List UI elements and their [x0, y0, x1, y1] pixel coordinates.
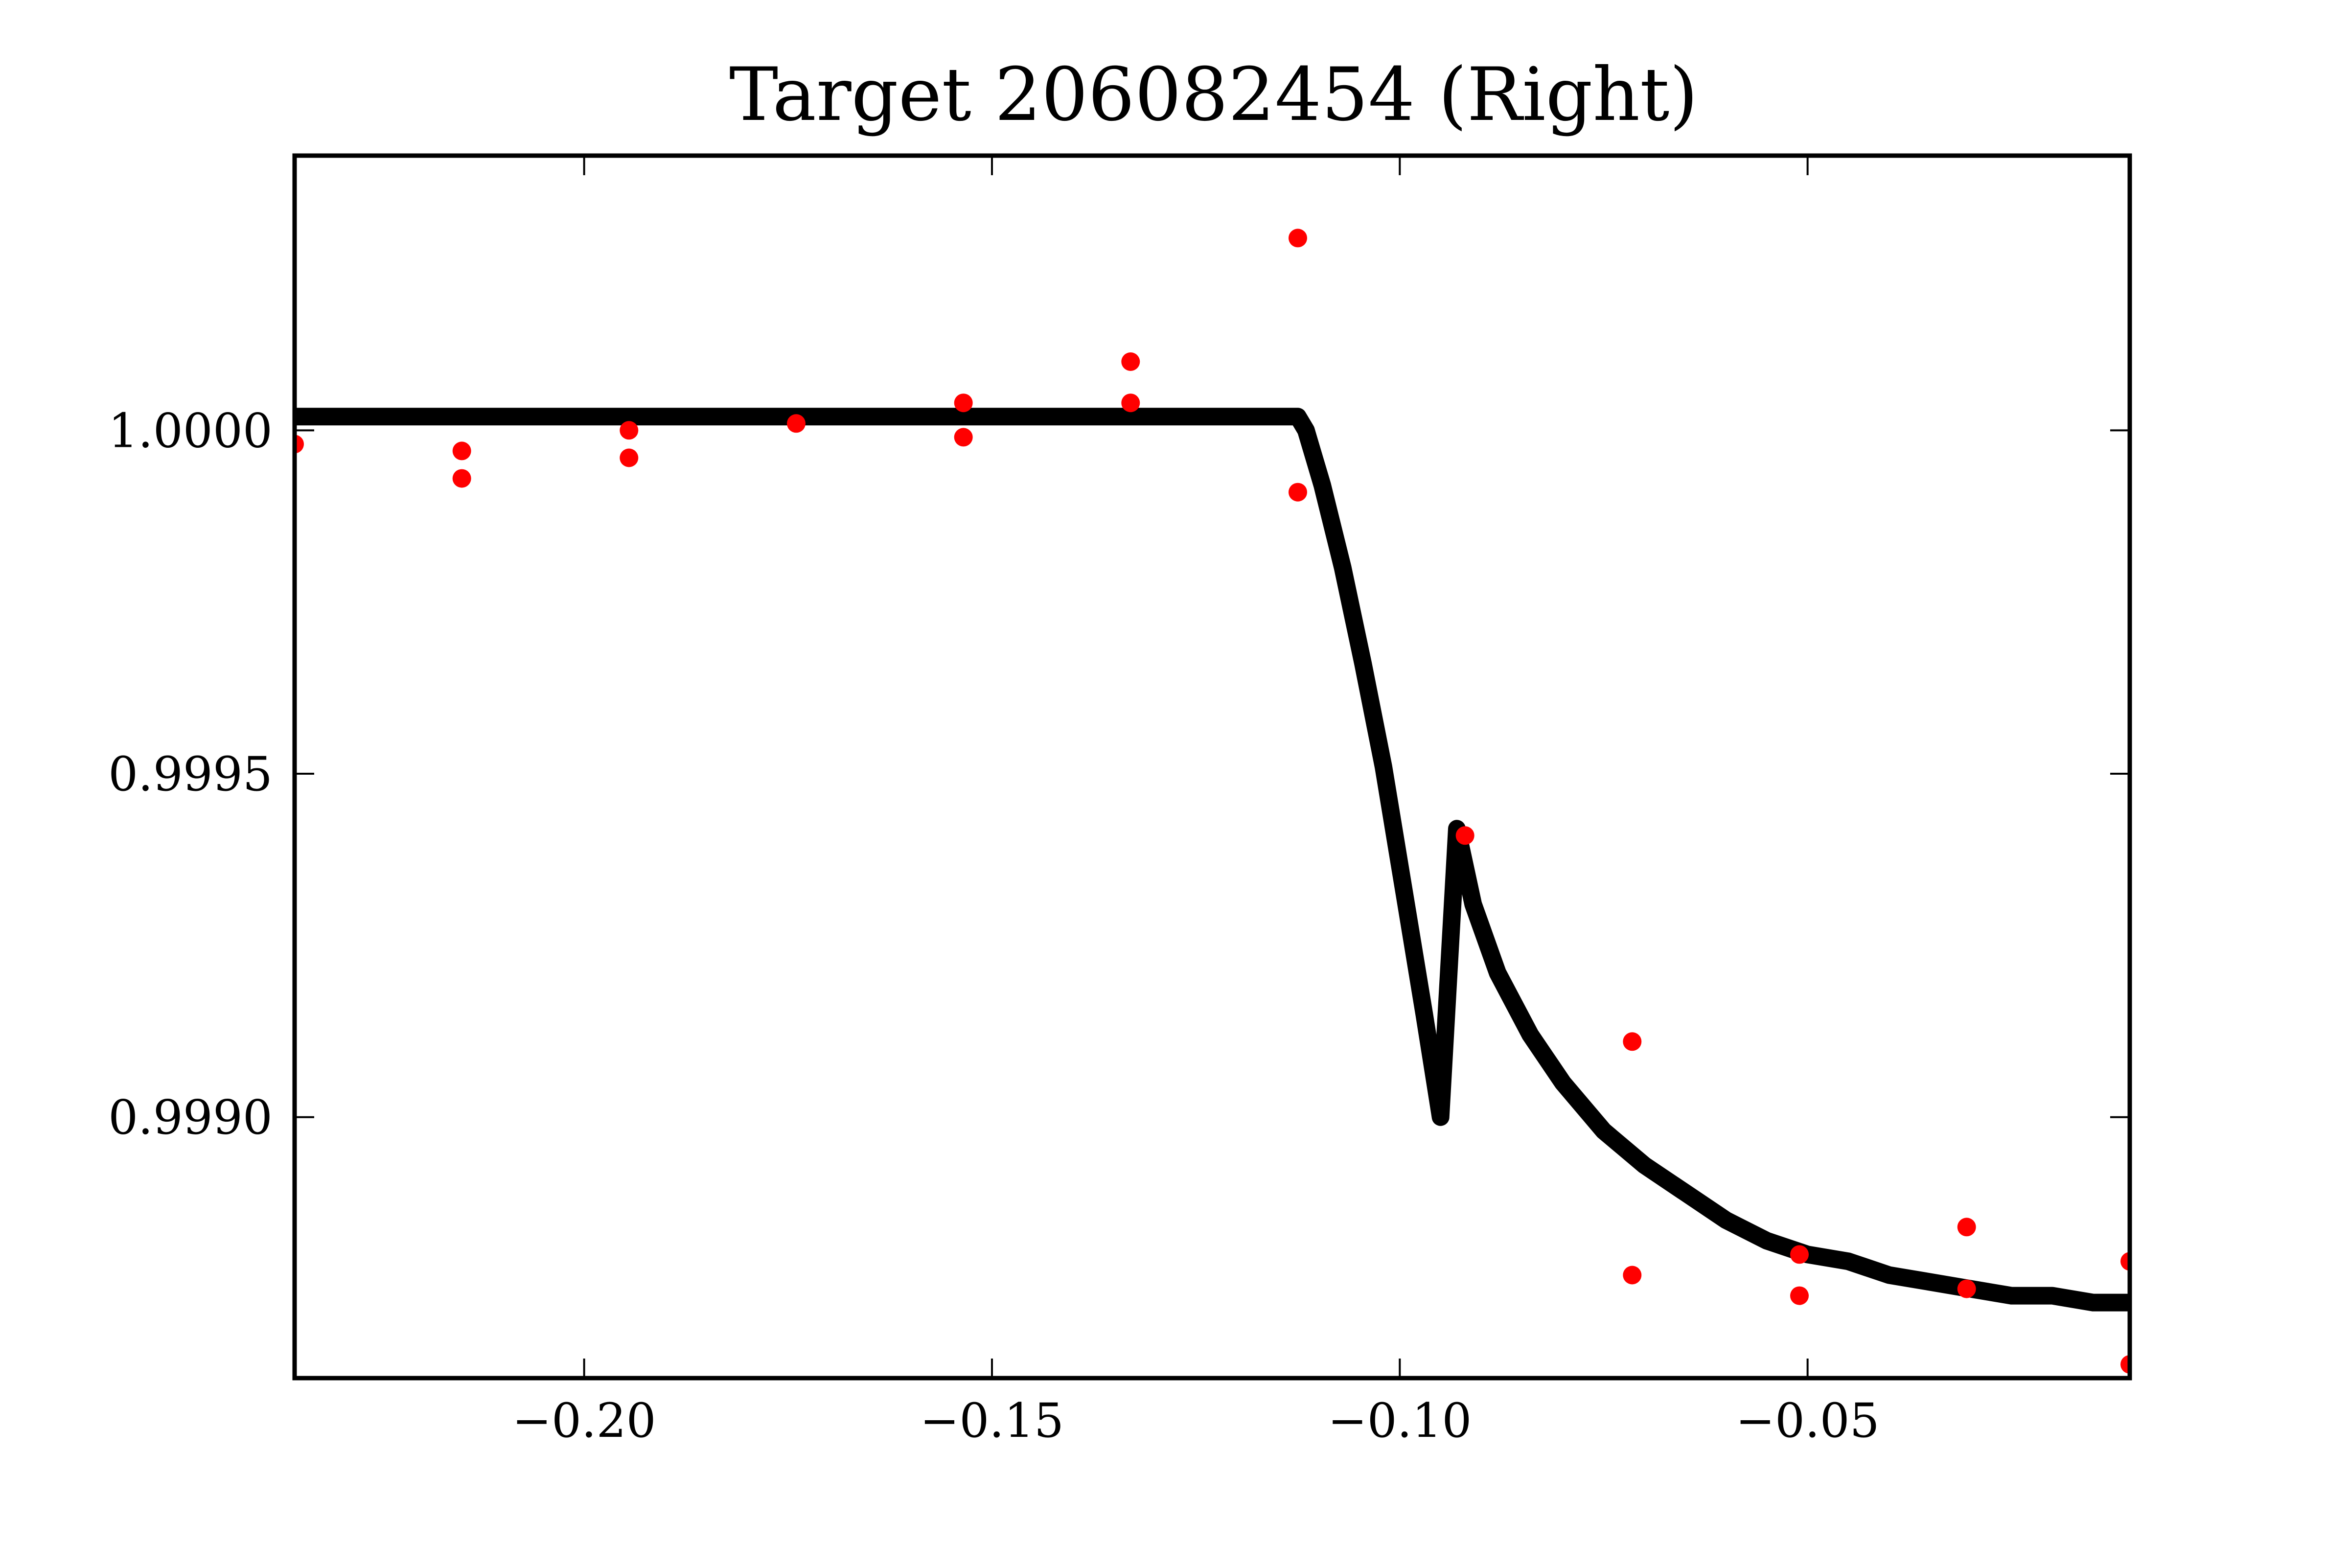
data-point — [452, 441, 471, 461]
data-point — [1121, 352, 1140, 371]
data-point — [1455, 826, 1474, 845]
y-tick-label: 0.9990 — [108, 1090, 273, 1145]
x-tick-label: −0.10 — [1328, 1393, 1472, 1448]
data-point — [954, 393, 973, 413]
data-point — [1790, 1286, 1809, 1305]
data-point — [1289, 229, 1307, 248]
data-point — [787, 414, 806, 433]
data-point — [620, 448, 639, 467]
axis-ticks: −0.20 −0.15 −0.10 −0.05 0.9990 0.9995 1.0000 — [108, 156, 2130, 1448]
data-point — [1623, 1266, 1642, 1285]
x-tick-label: −0.15 — [920, 1393, 1064, 1448]
data-point — [954, 428, 973, 447]
data-point — [1121, 393, 1140, 413]
plot-content — [295, 229, 2130, 1374]
x-tick-label: −0.05 — [1736, 1393, 1880, 1448]
data-point — [2120, 1355, 2130, 1374]
data-point — [1790, 1245, 1809, 1264]
x-tick-label: −0.20 — [512, 1393, 656, 1448]
data-point — [1623, 1032, 1642, 1051]
chart-title: Target 206082454 (Right) — [729, 52, 1698, 138]
data-point — [452, 469, 471, 488]
y-tick-label: 1.0000 — [108, 403, 273, 458]
data-point — [620, 421, 639, 440]
data-point — [295, 435, 304, 454]
plot-frame — [292, 153, 2132, 1381]
model-curve — [295, 408, 2130, 1312]
y-tick-label: 0.9995 — [108, 747, 273, 802]
data-point — [2120, 1252, 2130, 1271]
data-point — [1957, 1279, 1976, 1298]
data-point — [1289, 483, 1307, 502]
data-point — [1957, 1218, 1976, 1237]
